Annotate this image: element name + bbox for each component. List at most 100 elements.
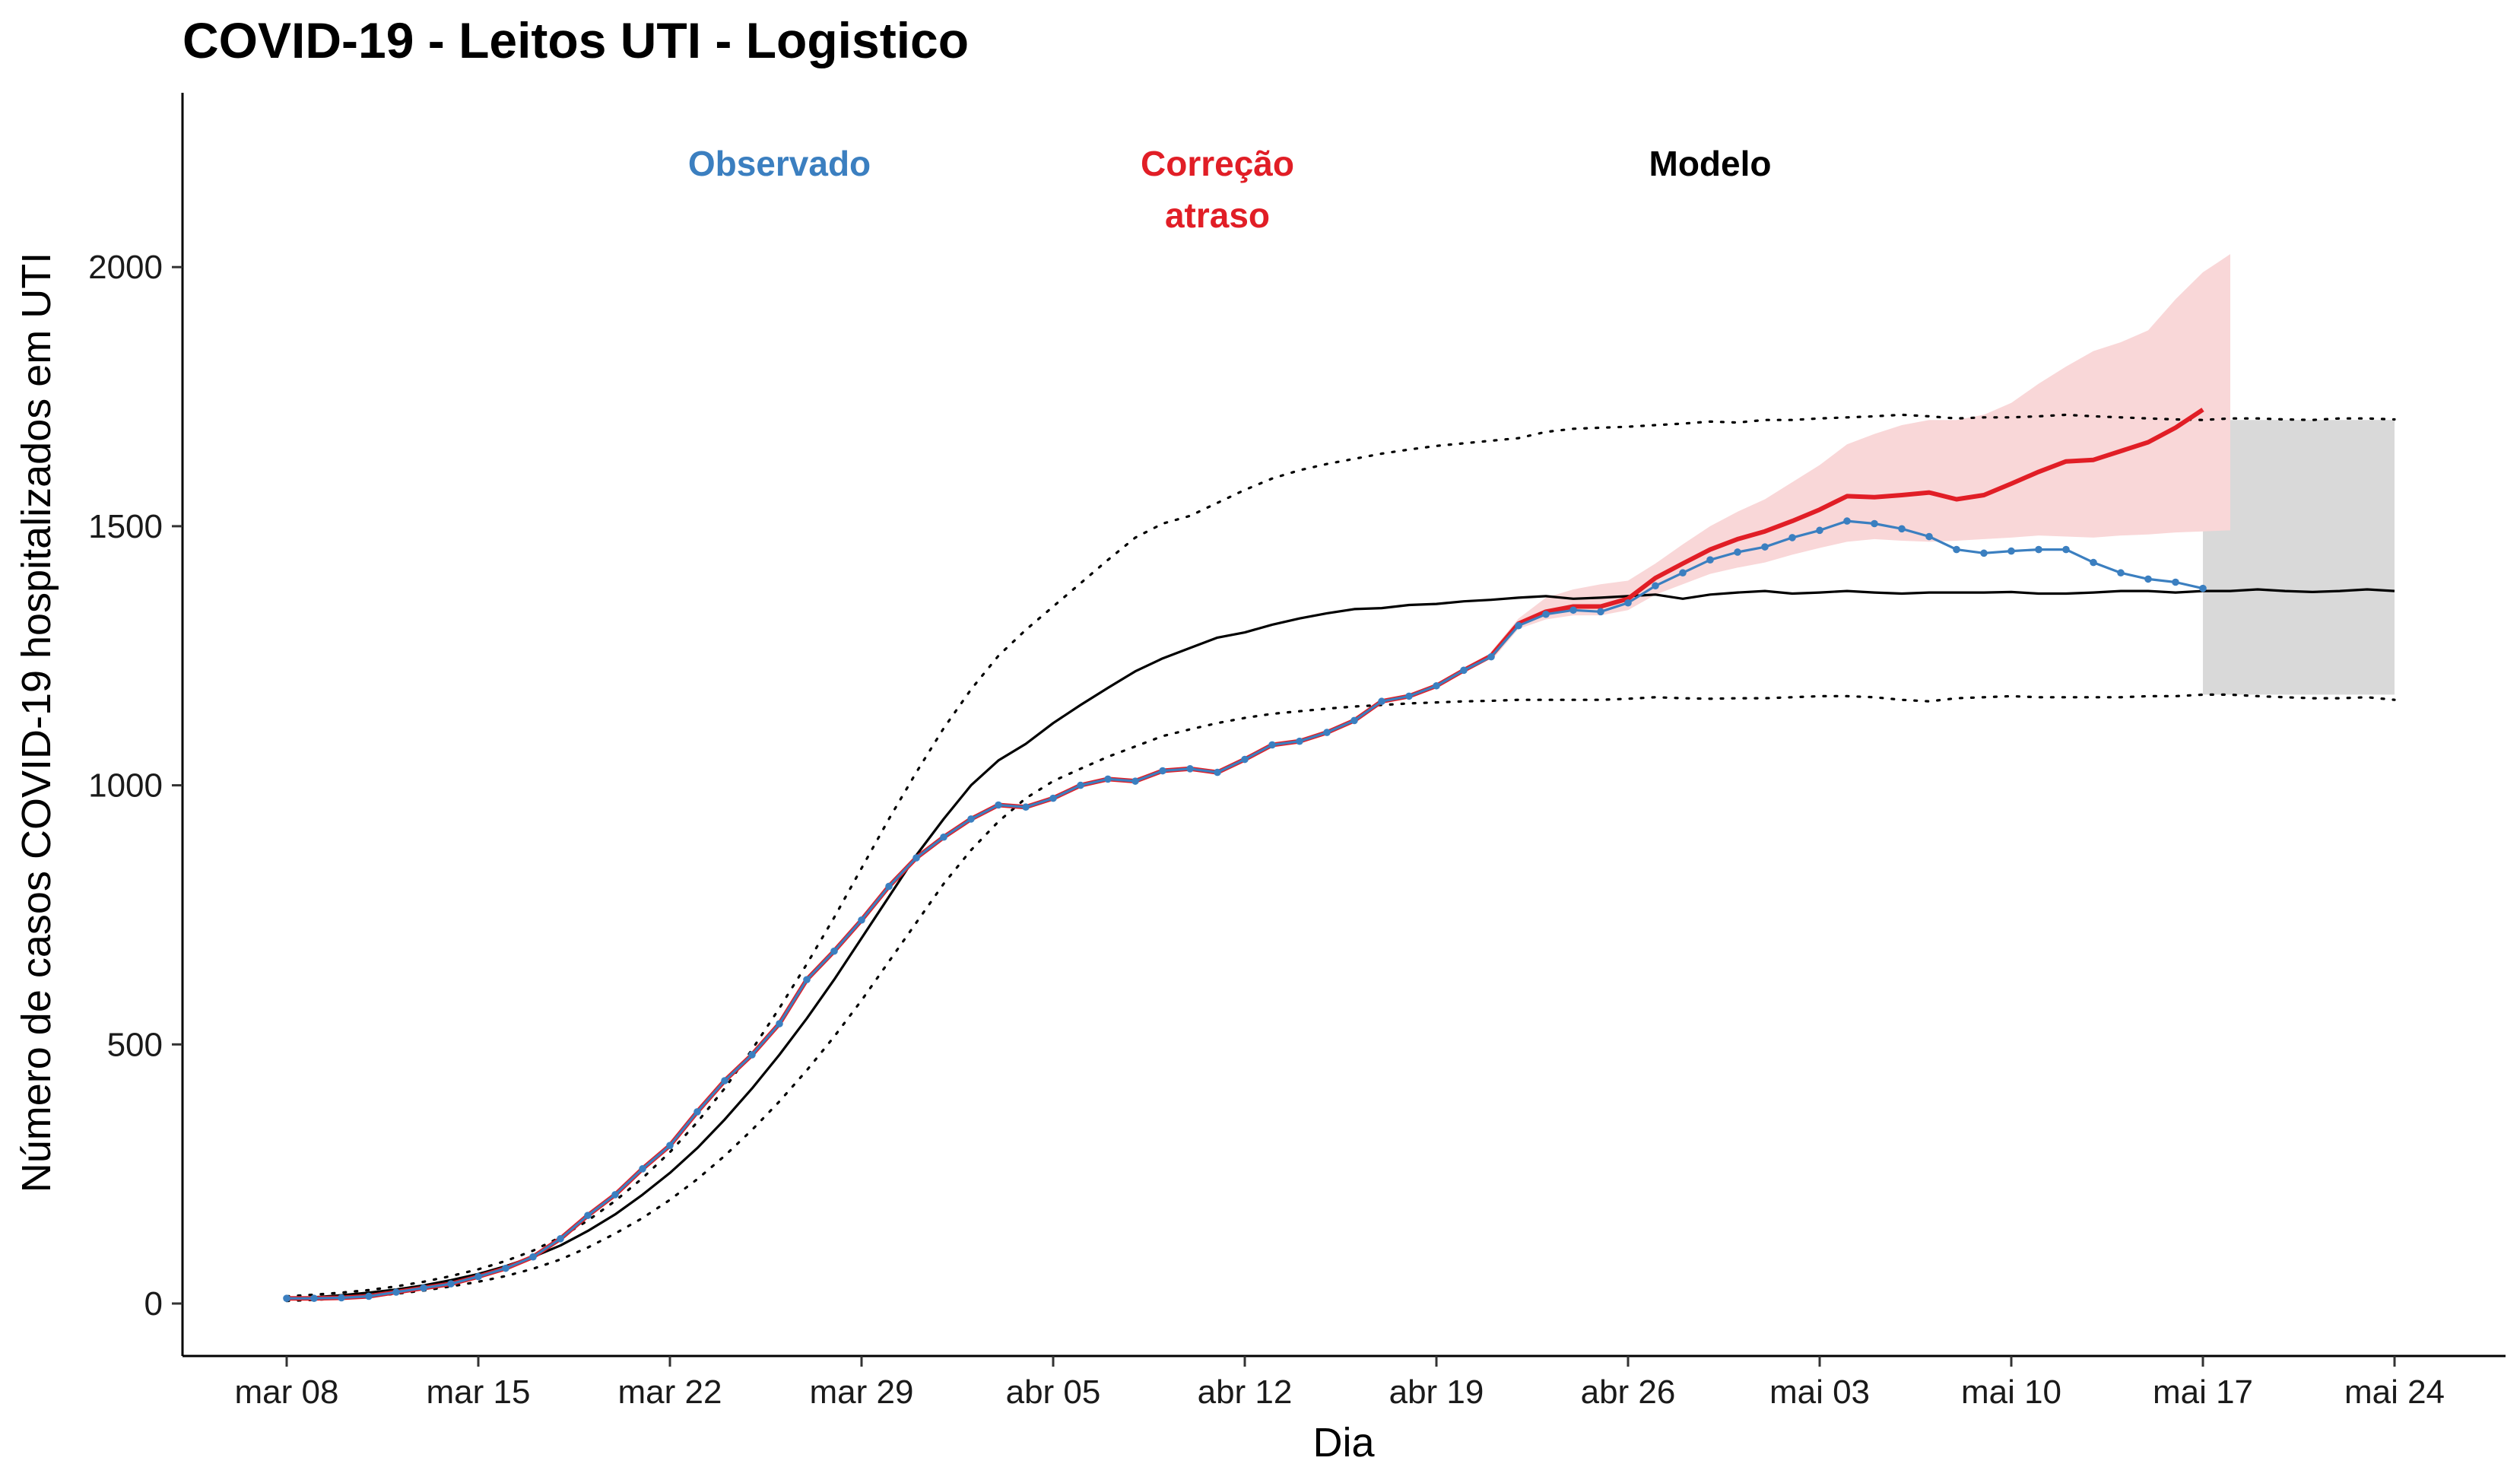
observed-point [1323,729,1331,736]
observed-point [1515,621,1522,630]
observed-point [1569,606,1577,614]
observed-label: Observado [688,144,871,183]
x-tick-label: abr 26 [1581,1373,1676,1411]
observed-point [392,1288,400,1296]
observed-point [365,1292,373,1300]
y-axis-label: Número de casos COVID-19 hospitalizados … [14,252,59,1193]
observed-point [1597,608,1604,616]
observed-point [1131,777,1139,785]
observed-point [830,947,838,955]
observed-point [1104,775,1112,783]
x-tick-label: mar 22 [618,1373,722,1411]
model-label: Modelo [1649,144,1772,183]
observed-point [1788,534,1796,541]
observed-point [1871,519,1878,528]
observed-point [1186,764,1194,773]
observed-point [1159,767,1166,775]
observed-point [447,1280,455,1288]
observed-point [529,1253,537,1261]
y-tick-label: 1000 [88,767,163,805]
forecast-band [2203,420,2395,695]
observed-point [1761,543,1769,551]
observed-point [967,815,975,823]
observed-point [283,1294,290,1302]
line-layer [285,408,2396,1303]
axes [181,93,2506,1358]
series-line-model-lower [285,693,2396,1303]
observed-point [748,1051,756,1059]
observed-point [1077,781,1084,789]
observed-point [693,1108,701,1116]
point-layer [283,517,2207,1302]
x-tick-label: abr 12 [1198,1373,1293,1411]
observed-point [1734,548,1741,556]
observed-point [474,1272,482,1281]
chart-title: COVID-19 - Leitos UTI - Logistico [182,12,969,68]
observed-point [776,1020,783,1027]
series-line-correction [287,408,2204,1301]
observed-point [1816,526,1823,535]
x-tick-label: abr 19 [1389,1373,1484,1411]
observed-point [721,1077,728,1084]
observed-point [639,1165,646,1173]
observed-point [2144,575,2152,583]
series-line-model-upper [285,413,2396,1298]
series-line-model [286,588,2395,1301]
observed-point [2117,569,2125,577]
observed-point [1652,582,1659,590]
observed-point [1487,653,1495,661]
observed-point [995,801,1002,809]
observed-point [940,833,947,841]
model-label-line: Modelo [1649,144,1772,183]
observed-point [912,854,920,862]
x-tick-label: mai 24 [2344,1373,2445,1411]
x-tick-label: mai 17 [2153,1373,2253,1411]
observed-point [338,1294,345,1302]
correction-label-line: Correção [1141,144,1294,183]
x-tick-label: mar 29 [810,1373,914,1411]
observed-point [1679,569,1687,577]
observed-point [1624,599,1632,607]
annotation-layer: Observado Correção atraso Modelo [688,144,1772,235]
observed-point [2007,547,2015,555]
y-tick-label: 1500 [88,508,163,545]
observed-point [1898,525,1906,533]
correction-band [1491,254,2230,662]
observed-point [1268,741,1276,749]
observed-point [803,976,811,983]
x-tick-label: mar 15 [427,1373,531,1411]
observed-point [1925,532,1933,541]
observed-point [1049,794,1057,802]
tick-layer: mar 08 mar 15 mar 22 mar 29 abr 05 abr 12 abr … [88,249,2445,1411]
y-tick-label: 500 [107,1026,163,1063]
observed-point [557,1235,564,1243]
band-layer [1491,254,2395,695]
observed-point [1460,666,1468,675]
observed-point [2035,545,2042,554]
observed-point [1980,549,1988,557]
observed-point [1022,803,1030,811]
observed-point [1378,697,1385,706]
observed-point [1542,610,1550,618]
observed-point [1296,737,1303,745]
observed-point [420,1284,427,1292]
observed-point [502,1264,509,1272]
x-tick-label: abr 05 [1006,1373,1101,1411]
observed-point [1953,545,1960,554]
observed-point [666,1142,674,1149]
x-tick-label: mai 10 [1961,1373,2061,1411]
y-tick-label: 2000 [88,249,163,286]
observed-point [858,916,865,924]
observed-point [2090,558,2097,567]
observed-point [584,1211,592,1219]
x-tick-label: mar 08 [235,1373,339,1411]
observed-point [611,1191,619,1199]
observed-point [1405,692,1413,700]
observed-point [310,1294,318,1302]
observed-point [885,882,893,891]
correction-label-line: atraso [1165,195,1270,235]
observed-point [1214,768,1221,776]
observed-point [1843,517,1851,525]
series-line-observed [287,519,2204,1300]
